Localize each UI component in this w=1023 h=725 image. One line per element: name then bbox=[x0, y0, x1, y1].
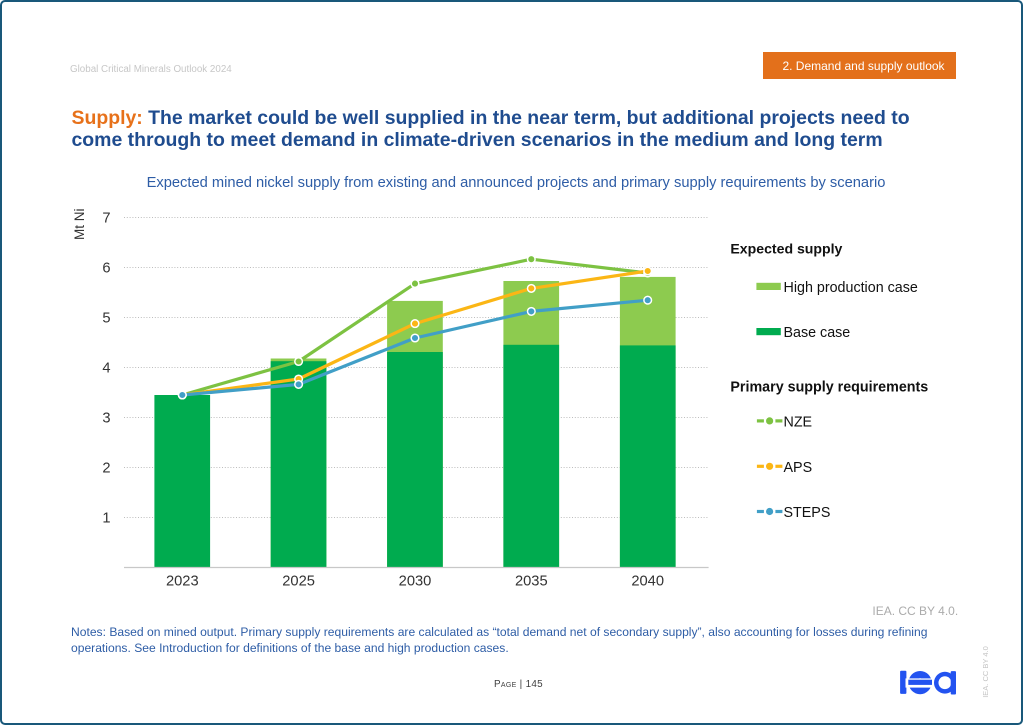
svg-text:2023: 2023 bbox=[166, 574, 199, 590]
svg-text:2035: 2035 bbox=[515, 574, 548, 590]
svg-text:IEA. CC BY 4.0.: IEA. CC BY 4.0. bbox=[872, 604, 958, 618]
svg-text:6: 6 bbox=[102, 261, 110, 277]
svg-text:Primary supply requirements: Primary supply requirements bbox=[730, 379, 928, 395]
svg-text:3: 3 bbox=[102, 411, 110, 427]
svg-text:Mt Ni: Mt Ni bbox=[72, 209, 87, 241]
svg-text:2030: 2030 bbox=[399, 574, 432, 590]
svg-text:STEPS: STEPS bbox=[784, 505, 831, 521]
svg-text:2: 2 bbox=[102, 461, 110, 477]
svg-text:NZE: NZE bbox=[784, 415, 813, 431]
svg-text:Expected supply: Expected supply bbox=[730, 241, 842, 257]
svg-text:2040: 2040 bbox=[631, 574, 664, 590]
svg-text:4: 4 bbox=[102, 361, 110, 377]
svg-text:APS: APS bbox=[784, 460, 813, 476]
svg-text:2025: 2025 bbox=[282, 574, 315, 590]
svg-text:7: 7 bbox=[102, 211, 110, 227]
svg-text:1: 1 bbox=[102, 511, 110, 527]
svg-text:5: 5 bbox=[102, 311, 110, 327]
svg-text:High production case: High production case bbox=[784, 280, 918, 296]
svg-text:Base case: Base case bbox=[784, 325, 851, 341]
